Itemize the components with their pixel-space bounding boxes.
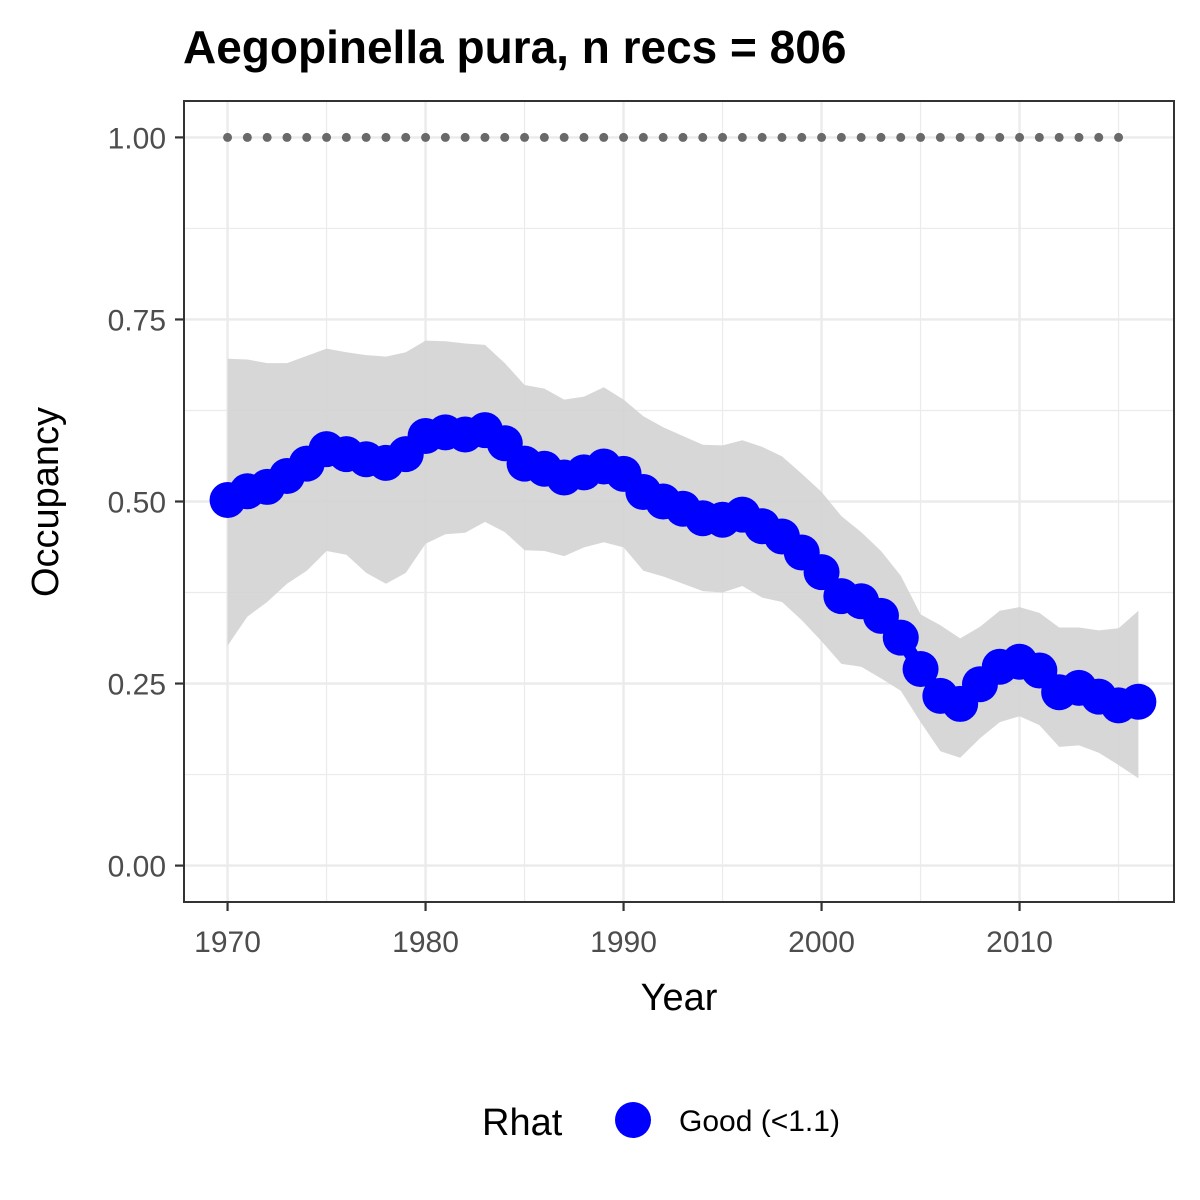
reference-point [361, 132, 371, 142]
reference-point [242, 132, 252, 142]
reference-point [460, 132, 470, 142]
reference-point [302, 132, 312, 142]
reference-point [797, 132, 807, 142]
reference-point [539, 132, 549, 142]
y-tick-label: 1.00 [108, 122, 166, 155]
x-tick-label: 1980 [392, 926, 459, 959]
reference-point [381, 132, 391, 142]
reference-point [817, 132, 827, 142]
reference-point [619, 132, 629, 142]
reference-point [638, 132, 648, 142]
confidence-band-area [227, 340, 1139, 779]
occupancy-point [882, 619, 919, 656]
reference-point [500, 132, 510, 142]
reference-point [678, 132, 688, 142]
reference-point [520, 132, 530, 142]
legend-title: Rhat [482, 1102, 563, 1144]
x-tick-label: 2000 [788, 926, 855, 959]
reference-point [1015, 132, 1025, 142]
x-axis-title: Year [641, 977, 718, 1019]
reference-point [698, 132, 708, 142]
reference-point [599, 132, 609, 142]
y-tick-label: 0.75 [108, 304, 166, 337]
reference-point [658, 132, 668, 142]
reference-point [421, 132, 431, 142]
y-tick-label: 0.50 [108, 487, 166, 520]
reference-point [896, 132, 906, 142]
reference-point [757, 132, 767, 142]
reference-point [440, 132, 450, 142]
y-axis-title: Occupancy [25, 407, 67, 597]
reference-point [975, 132, 985, 142]
axes: 1970 1980 1990 2000 2010 0.00 0.25 0.50 0.75 1.00 [108, 122, 1053, 959]
chart-title: Aegopinella pura, n recs = 806 [183, 21, 846, 73]
reference-point [480, 132, 490, 142]
reference-point [559, 132, 569, 142]
reference-point [1034, 132, 1044, 142]
reference-point [1074, 132, 1084, 142]
reference-point [1094, 132, 1104, 142]
reference-point [916, 132, 926, 142]
confidence-band [227, 340, 1139, 779]
legend-key-good [615, 1102, 651, 1138]
reference-point [955, 132, 965, 142]
y-tick-label: 0.25 [108, 669, 166, 702]
reference-point [995, 132, 1005, 142]
reference-point [777, 132, 787, 142]
reference-point [737, 132, 747, 142]
legend-label-good: Good (<1.1) [679, 1105, 840, 1138]
y-tick-label: 0.00 [108, 851, 166, 884]
reference-point [1114, 132, 1124, 142]
reference-point [935, 132, 945, 142]
occupancy-series [209, 412, 1157, 724]
x-tick-label: 1990 [590, 926, 657, 959]
reference-point [856, 132, 866, 142]
x-tick-label: 2010 [986, 926, 1053, 959]
reference-point [341, 132, 351, 142]
occupancy-point [803, 554, 840, 591]
reference-point [836, 132, 846, 142]
reference-point [876, 132, 886, 142]
reference-point [322, 132, 332, 142]
reference-points [223, 132, 1124, 142]
occupancy-point [902, 650, 939, 687]
reference-point [262, 132, 272, 142]
x-tick-label: 1970 [194, 926, 261, 959]
occupancy-point [1120, 683, 1157, 720]
legend: Rhat Good (<1.1) [482, 1102, 840, 1144]
reference-point [223, 132, 233, 142]
reference-point [579, 132, 589, 142]
reference-point [1054, 132, 1064, 142]
reference-point [282, 132, 292, 142]
reference-point [718, 132, 728, 142]
reference-point [401, 132, 411, 142]
